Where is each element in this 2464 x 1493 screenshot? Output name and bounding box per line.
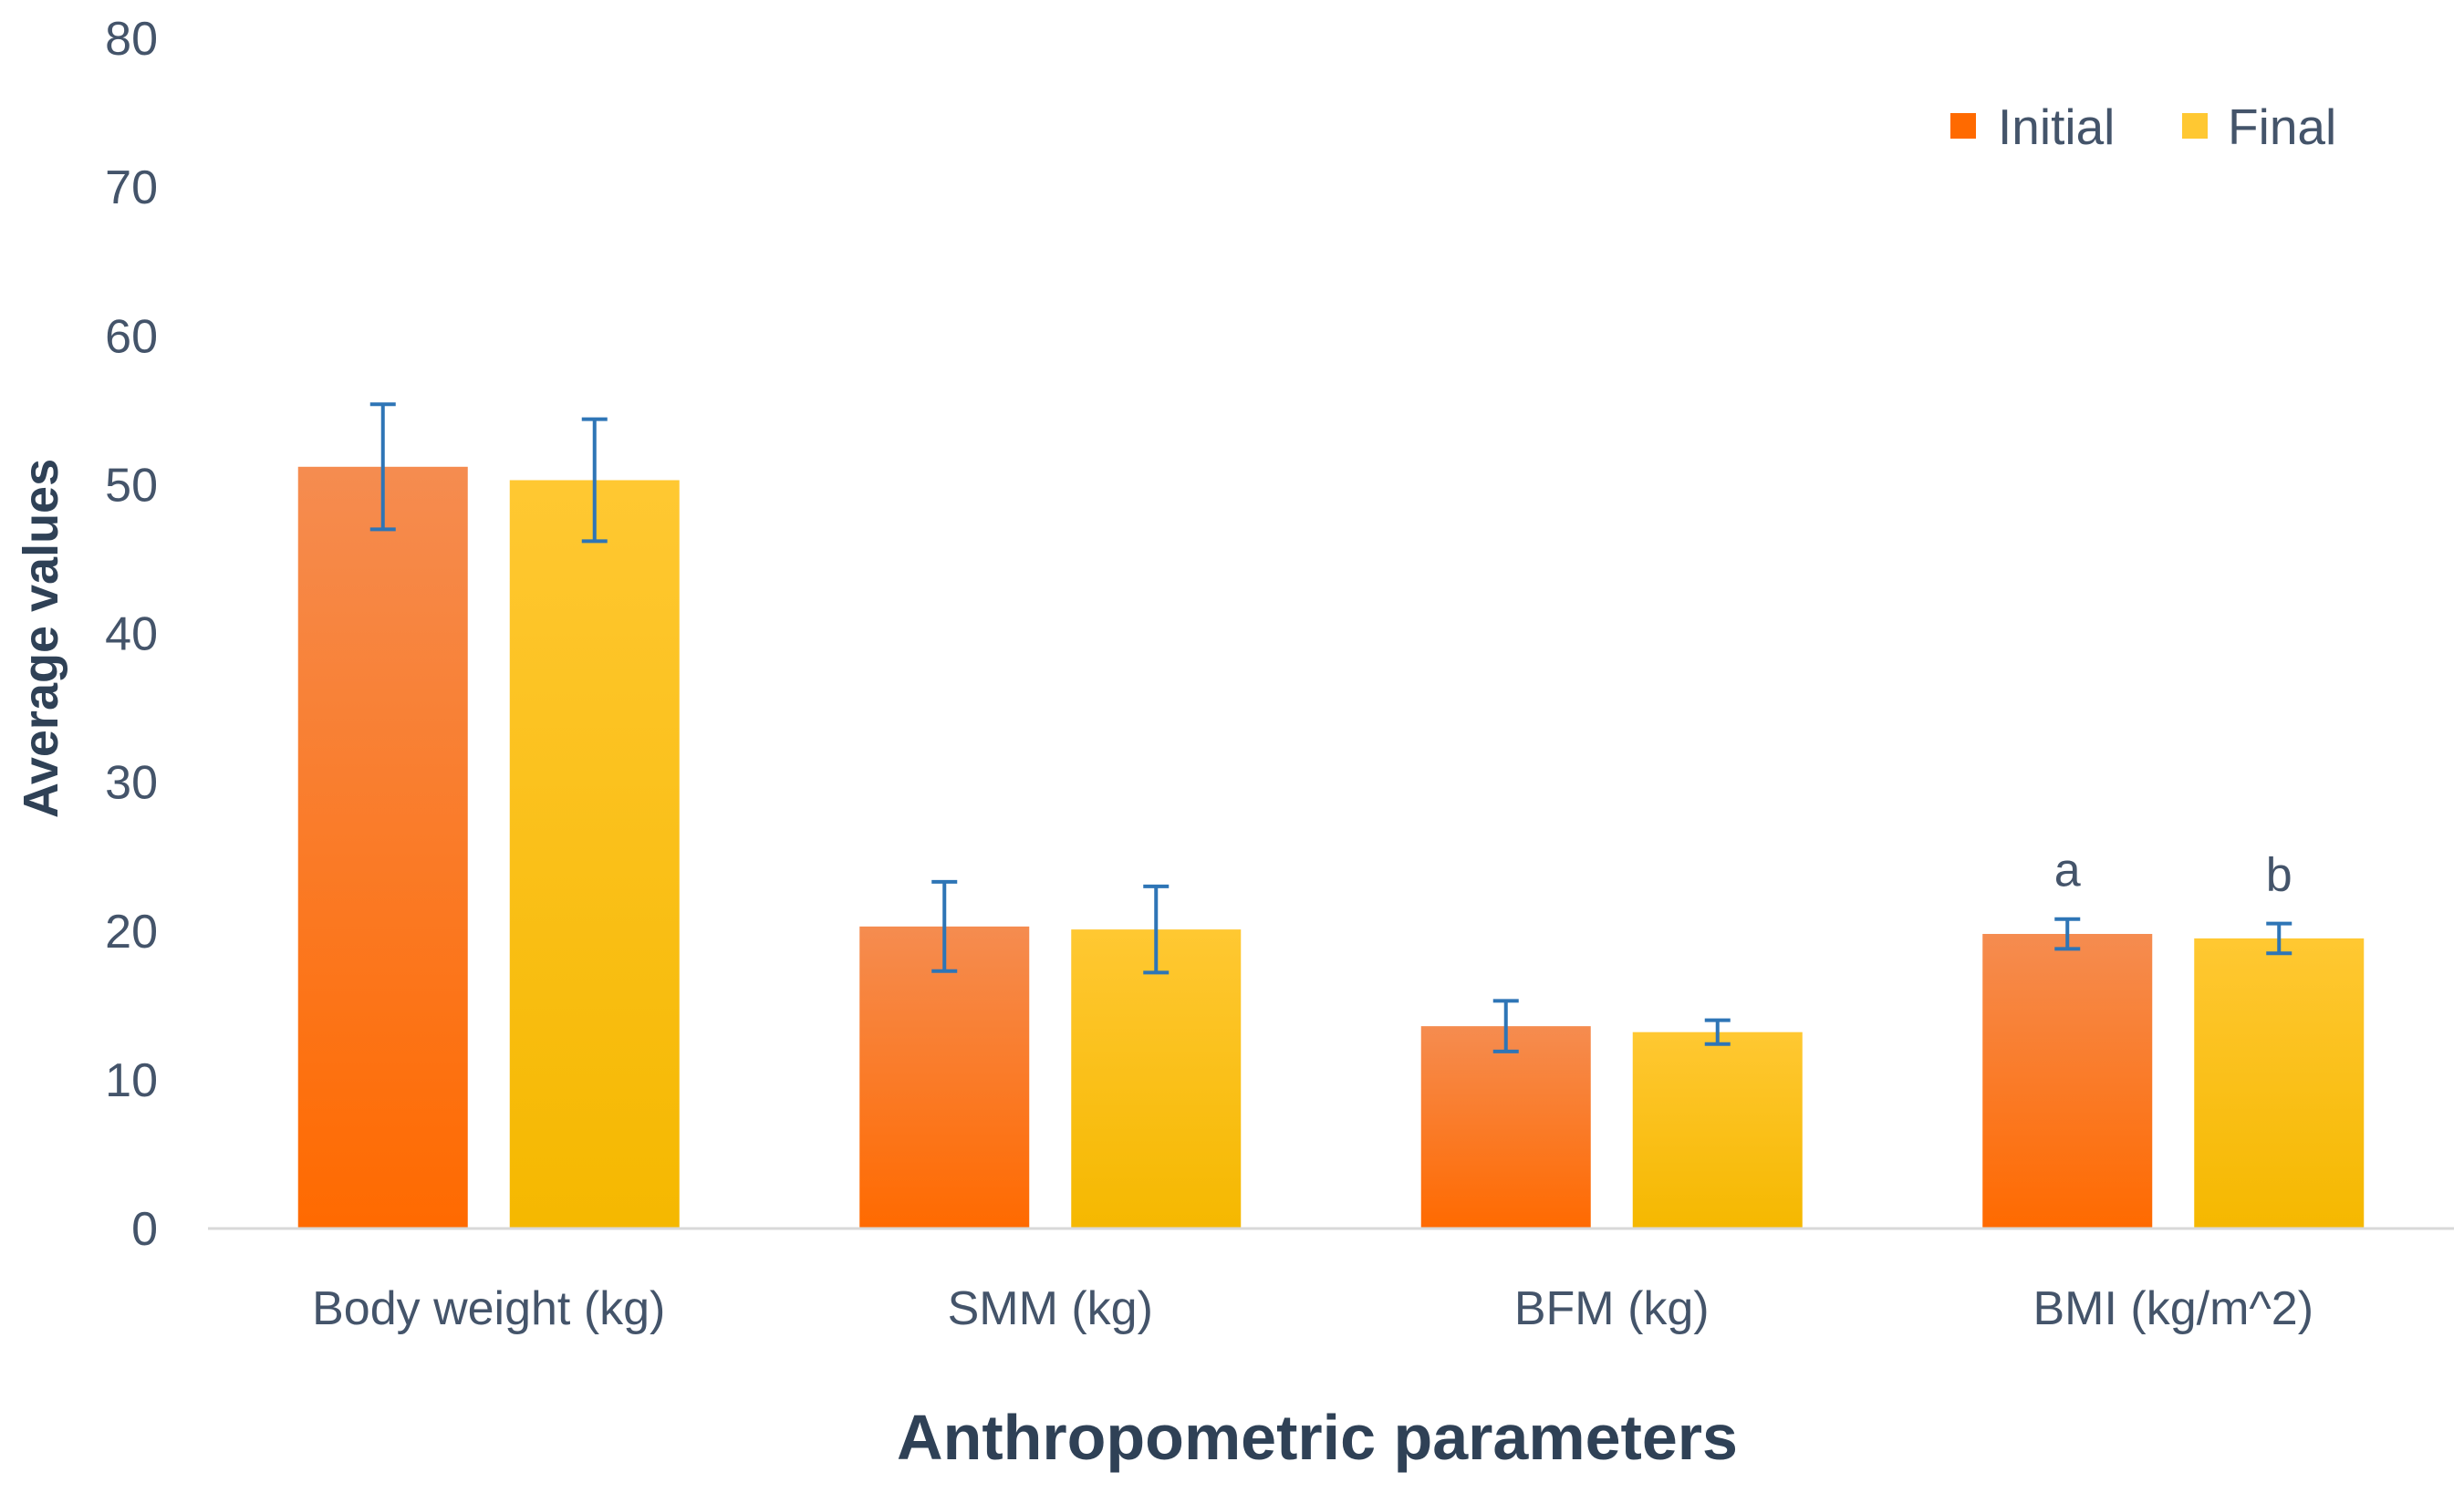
legend: Initial Final [1950,98,2336,155]
category-label: BFM (kg) [1514,1282,1710,1335]
error-bar-initial [369,402,396,532]
legend-swatch-initial [1950,113,1976,139]
category-labels: Body weight (kg) SMM (kg) BFM (kg) BMI (kg/… [312,1282,2313,1335]
bar-final [1071,929,1242,1229]
bar-initial [859,926,1030,1229]
y-tick-label: 70 [105,161,158,214]
bars [297,466,2365,1229]
bar-initial [297,466,468,1229]
error-bars [369,402,2292,1053]
bar-final [509,480,680,1229]
legend-label-initial: Initial [1998,98,2115,155]
y-tick-label: 50 [105,459,158,512]
bar-initial [1982,934,2153,1229]
legend-label-final: Final [2228,98,2336,155]
y-tick-label: 30 [105,757,158,810]
y-tick-label: 60 [105,310,158,363]
error-bar-final [2266,921,2292,956]
y-tick-label: 80 [105,13,158,66]
category-label: SMM (kg) [948,1282,1153,1335]
bar-final [1632,1032,1803,1229]
category-label: Body weight (kg) [312,1282,665,1335]
error-bar-initial [1492,999,1519,1053]
y-tick-label: 0 [131,1203,158,1256]
error-bar-final [581,417,608,544]
y-axis-ticks: 0 10 20 30 40 50 60 70 80 [105,13,158,1256]
y-tick-label: 40 [105,608,158,661]
bar-initial [1420,1026,1591,1229]
legend-swatch-final [2182,113,2208,139]
y-tick-label: 20 [105,906,158,959]
y-tick-label: 10 [105,1054,158,1107]
bar-final [2194,938,2365,1229]
annotation-label: b [2266,849,2292,902]
y-axis-title: Average values [14,459,68,818]
error-bar-initial [931,879,958,973]
error-bar-final [1143,884,1170,975]
error-bar-final [1704,1018,1731,1046]
category-label: BMI (kg/m^2) [2033,1282,2313,1335]
x-axis-title: Anthropometric parameters [897,1402,1738,1473]
error-bar-initial [2054,917,2081,951]
annotation-label: a [2054,845,2081,897]
